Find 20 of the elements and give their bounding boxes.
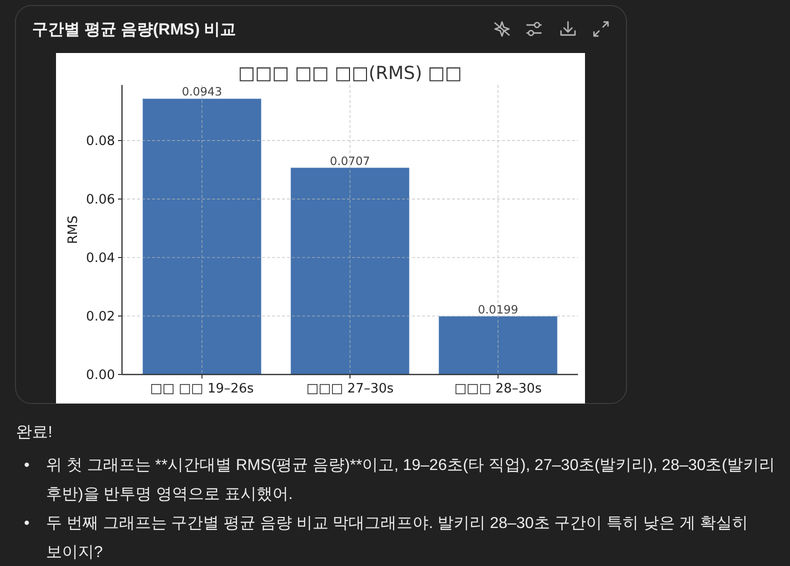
text: 완료! [16,423,52,443]
y-tick-label: 0.00 [86,368,115,383]
bar [142,98,262,374]
y-tick-label: 0.02 [86,310,115,325]
data-label: 0.0707 [330,154,370,168]
bar [438,316,558,374]
y-axis-title: RMS [66,215,81,244]
x-tick-label: □□ □□ 19–26s [150,382,254,396]
bar [290,168,410,374]
text: • 위 첫 그래프는 **시간대별 RMS(평균 음량)**이고, 19–26초(타 직업), 27–30초(발키리), 28–30초(발키리 후반)을 반투명 영역으로 표시했어. [23,456,776,505]
x-tick-label: □□□ 27–30s [306,382,394,396]
y-tick-label: 0.04 [86,251,115,266]
data-label: 0.0943 [182,84,222,99]
chart-subtitle: □□□ □□ □□(RMS) □□ [238,63,462,84]
text: • 두 번째 그래프는 구간별 평균 음량 비교 막대그래프야. 발키리 28–30초 구간이 특히 낮은 게 확실히 보이지? [23,514,749,563]
data-label: 0.0199 [478,302,518,316]
y-tick-label: 0.08 [86,134,115,150]
x-tick-label: □□□ 28–30s [454,382,542,396]
y-tick-label: 0.06 [86,192,115,208]
chart-title: 구간별 평균 음량(RMS) 비교 [32,20,236,38]
